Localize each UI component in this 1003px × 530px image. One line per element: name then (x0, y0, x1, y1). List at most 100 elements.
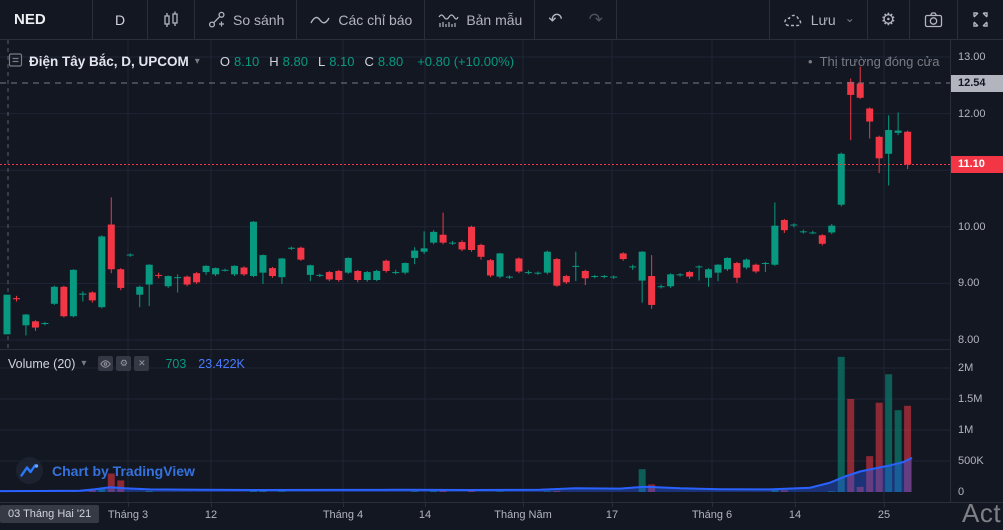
candle-body (335, 270, 343, 281)
candle-body (847, 81, 855, 95)
candle-body (733, 263, 741, 278)
volume-bar (894, 410, 902, 492)
toolbar-divider (296, 0, 298, 39)
caret-down-icon[interactable]: ▾ (81, 358, 87, 369)
interval-button[interactable]: D (114, 11, 126, 28)
screenshot-button[interactable] (910, 0, 957, 39)
candle-body (22, 314, 30, 326)
candle-body (619, 253, 627, 260)
save-button[interactable]: Lưu ⌄ (770, 0, 867, 39)
candle-body (676, 274, 684, 276)
settings-button[interactable]: ⚙ (880, 9, 896, 29)
candle-body (866, 108, 874, 122)
toolbar-divider (957, 0, 958, 39)
candlestick-icon (161, 10, 181, 30)
indicators-icon (309, 12, 331, 28)
chart-canvas[interactable] (0, 40, 950, 502)
price-tick-label: 8.00 (958, 334, 980, 346)
time-axis[interactable]: Tháng 3 12 Tháng 4 14 Tháng Năm 17 Tháng 6 14 25… (0, 502, 1003, 530)
templates-button[interactable]: Bản mẫu (425, 0, 534, 39)
candle-body (231, 265, 239, 275)
candle-body (439, 234, 447, 243)
attribution-link[interactable]: Chart by TradingView (52, 462, 195, 479)
candle-body (60, 286, 68, 317)
candle-body (686, 272, 694, 277)
low-value: 8.10 (329, 54, 355, 69)
candle-body (771, 225, 779, 265)
candle-body (98, 236, 106, 308)
toolbar-divider (866, 0, 868, 39)
price-axis[interactable]: 13.0012.0011.0010.009.008.002M1.5M1M500K… (950, 40, 1003, 502)
candle-body (524, 272, 532, 274)
candle-body (486, 260, 494, 276)
price-tick-label: 12.00 (958, 107, 986, 120)
tradingview-logo-icon[interactable] (16, 457, 43, 484)
candle-body (809, 232, 817, 234)
indicators-label: Các chỉ báo (338, 11, 413, 28)
volume-bar (875, 402, 883, 492)
candle-body (259, 255, 267, 273)
indicators-button[interactable]: Các chỉ báo (297, 0, 424, 39)
candle-body (837, 153, 845, 205)
symbol-search-button[interactable]: NED (0, 0, 92, 39)
templates-icon (437, 11, 459, 29)
candle-body (515, 258, 523, 272)
last-price-label: 11.10 (951, 156, 1003, 174)
volume-ma-value: 23.422K (198, 356, 245, 371)
volume-bar (780, 490, 788, 492)
volume-bar (107, 473, 115, 492)
candle-body (268, 268, 276, 277)
time-axis-tick (343, 503, 344, 507)
chart-style-button[interactable] (148, 0, 194, 39)
candle-body (297, 247, 305, 260)
candle-body (496, 253, 504, 277)
candle-body (221, 269, 229, 271)
price-tick-label: 9.00 (958, 277, 980, 290)
candle-body (648, 276, 656, 305)
time-axis-tick (425, 503, 426, 507)
candle-body (325, 272, 333, 280)
volume-study-title[interactable]: Volume (20) (8, 356, 76, 371)
legend-title[interactable]: Điện Tây Bắc, D, UPCOM (29, 54, 189, 69)
redo-button[interactable]: ↷ (588, 9, 603, 29)
study-buttons: ⚙ ✕ (98, 356, 150, 371)
watermark-text: Act (962, 498, 1002, 528)
candle-body (572, 265, 580, 267)
volume-bar (430, 490, 438, 492)
study-close-icon[interactable]: ✕ (134, 356, 150, 371)
toolbar-divider (534, 0, 536, 39)
templates-label: Bản mẫu (466, 11, 523, 28)
change-value: +0.80 (+10.00%) (417, 54, 515, 69)
volume-value: 703 (165, 356, 187, 371)
candle-body (714, 264, 722, 273)
compare-button[interactable]: So sánh (195, 0, 296, 39)
caret-down-icon[interactable]: ▾ (194, 56, 200, 67)
volume-bar (837, 356, 845, 492)
candle-body (752, 264, 760, 272)
symbol-name: NED (14, 11, 46, 28)
attribution: Chart by TradingView (16, 457, 195, 484)
eye-icon[interactable] (98, 356, 114, 371)
candle-body (79, 293, 87, 295)
candle-body (543, 251, 551, 273)
candle-body (875, 136, 883, 159)
candle-body (306, 265, 314, 275)
volume-bar (543, 491, 551, 492)
candle-body (202, 265, 210, 273)
candle-body (458, 242, 466, 250)
time-tick-label: 12 (204, 509, 218, 521)
candle-body (430, 231, 438, 243)
undo-button[interactable]: ↶ (548, 9, 563, 29)
volume-bar (828, 491, 836, 492)
candle-body (31, 321, 39, 328)
open-value: 8.10 (233, 54, 260, 69)
candle-body (610, 276, 618, 278)
fullscreen-button[interactable] (958, 0, 1003, 39)
candle-body (373, 270, 381, 281)
first-date-label[interactable]: 03 Tháng Hai '21 (0, 505, 100, 523)
status-dot-icon: • (808, 54, 813, 69)
candle-body (174, 277, 182, 279)
candle-body (562, 276, 570, 283)
study-settings-icon[interactable]: ⚙ (116, 356, 132, 371)
toolbar-divider (92, 0, 93, 39)
